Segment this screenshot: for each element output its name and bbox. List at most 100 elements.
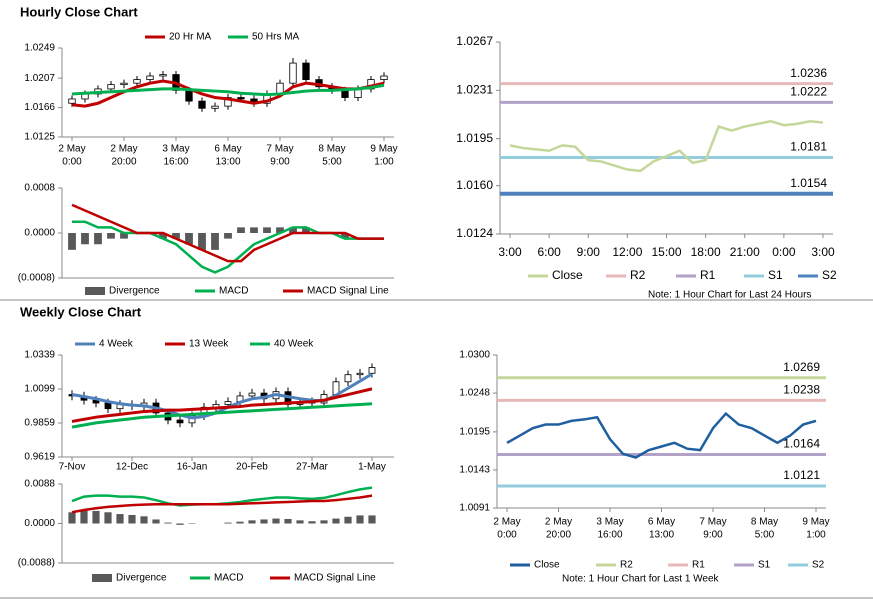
candle-body [185,89,193,102]
divergence-bar [272,518,280,524]
x-tick-label: 15:00 [651,245,681,259]
x-tick-label: 8 May [751,517,778,528]
candle-body [368,367,376,374]
divergence-bar [224,233,232,239]
level-label: 1.0269 [783,360,820,374]
x-tick-sublabel: 16:00 [597,530,622,541]
divergence-bar [284,519,292,524]
divergence-bar [296,520,304,524]
level-label: 1.0164 [783,437,820,451]
y-tick-label: (0.0008) [18,273,55,284]
candle-body [341,89,349,98]
divergence-bar [80,510,88,524]
series-line [509,119,824,173]
divergence-bar [104,512,112,524]
legend-label: Close [552,268,583,282]
x-tick-label: 2 May [493,517,520,528]
y-tick-label: 1.0267 [456,34,493,48]
x-tick-label: 18:00 [691,245,721,259]
y-tick-label: 1.0125 [24,132,55,143]
y-tick-label: 1.0166 [24,102,55,113]
divergence-bar [250,227,258,233]
divergence-bar [68,512,76,524]
y-tick-label: (0.0088) [18,558,55,569]
x-tick-label: 3 May [596,517,623,528]
legend-label: S1 [758,560,771,571]
candle-body [159,74,167,77]
legend-label: MACD [219,286,248,297]
y-tick-label: 1.0339 [24,350,55,361]
candle-body [104,402,112,410]
legend-label: R2 [630,268,646,282]
legend-label: MACD Signal Line [307,286,389,297]
y-tick-label: 1.0124 [456,226,493,240]
divergence-bar [159,233,167,239]
legend-label: S2 [812,560,825,571]
legend-label: S2 [822,268,837,282]
legend-label: 40 Week [274,339,314,350]
candle-body [198,100,206,109]
divergence-bar [308,521,316,524]
series-line [71,486,373,507]
x-tick-sublabel: 0:00 [497,530,517,541]
divergence-bar [368,515,376,524]
level-label: 1.0181 [790,140,827,154]
x-tick-label: 9 May [802,517,829,528]
x-tick-label: 3 May [162,144,189,155]
legend-swatch [85,287,105,295]
x-tick-sublabel: 16:00 [163,157,188,168]
divergence-bar [172,233,180,239]
legend-label: 13 Week [189,339,229,350]
x-tick-label: 6 May [648,517,675,528]
candle-body [356,372,364,376]
divergence-bar [92,510,100,524]
y-tick-label: 1.0248 [459,388,490,399]
divergence-bar [176,523,184,525]
y-tick-label: 0.0088 [24,479,55,490]
divergence-bar [248,520,256,524]
candle-body [120,82,128,86]
divergence-bar [236,521,244,524]
x-tick-sublabel: 13:00 [649,530,674,541]
x-tick-label: 9:00 [577,245,601,259]
legend-label: Divergence [116,573,167,584]
y-tick-label: 0.9859 [24,418,55,429]
y-tick-label: 1.0099 [24,384,55,395]
x-tick-label: 7 May [699,517,726,528]
legend-label: S1 [768,268,783,282]
candle-body [211,105,219,109]
candle-body [344,374,352,383]
divergence-bar [120,233,128,239]
divergence-bar [289,227,297,233]
divergence-bar [107,233,115,239]
divergence-bar [341,233,349,239]
divergence-bar [198,233,206,250]
candle-body [68,98,76,104]
x-tick-label: 6 May [214,144,241,155]
divergence-bar [185,233,193,245]
divergence-bar [68,233,76,250]
x-tick-label: 2 May [545,517,572,528]
y-tick-label: 1.0091 [459,503,490,514]
x-tick-label: 12:00 [612,245,642,259]
x-tick-sublabel: 5:00 [322,157,342,168]
divergence-bar [211,233,219,250]
y-tick-label: 0.0000 [24,518,55,529]
x-tick-sublabel: 1:00 [374,157,394,168]
divergence-bar [332,518,340,524]
series-line [71,83,385,97]
y-tick-label: 1.0160 [456,178,493,192]
x-tick-sublabel: 1:00 [806,530,826,541]
x-tick-sublabel: 9:00 [270,157,290,168]
candle-body [289,62,297,84]
candle-body [237,97,245,100]
series-line [506,411,817,459]
divergence-bar [152,519,160,524]
x-tick-label: 6:00 [537,245,561,259]
x-tick-sublabel: 9:00 [703,530,723,541]
x-tick-label: 12-Dec [116,462,148,473]
candle-body [107,84,115,90]
divergence-bar [260,519,268,524]
x-tick-label: 3:00 [811,245,835,259]
series-line [71,494,373,514]
